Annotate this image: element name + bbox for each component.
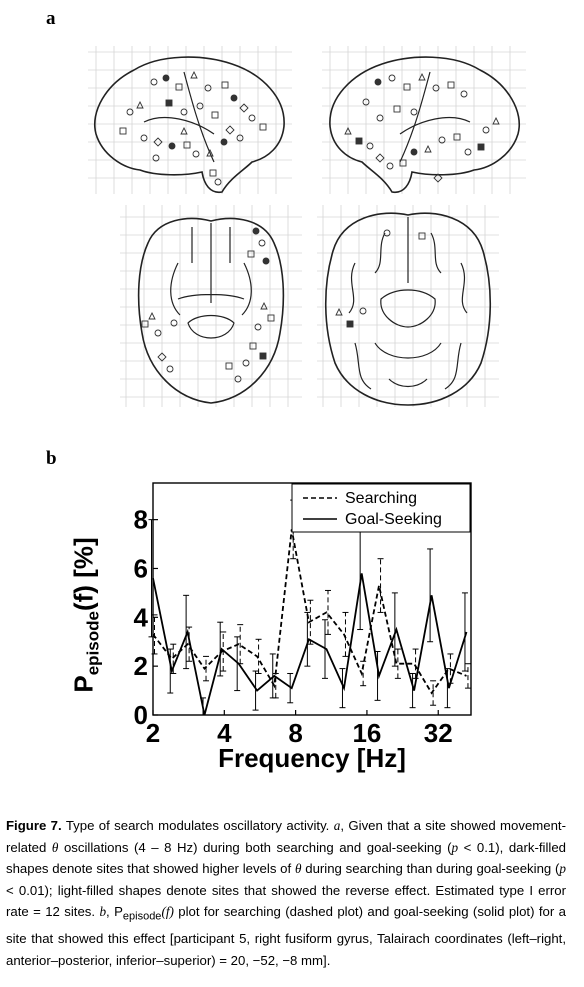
electrode-markers (141, 227, 275, 383)
brain-sulcus (143, 71, 215, 163)
electrode-markers (335, 229, 426, 328)
panel-a-label: a (46, 8, 56, 29)
brain-sulcus (399, 71, 471, 163)
x-tick-label: 8 (288, 718, 302, 748)
electrode-markers (344, 72, 500, 183)
caption-p-symbol: p (559, 861, 567, 876)
electrode-markers (119, 70, 267, 186)
goal-seeking-line (152, 573, 468, 716)
caption-theta-symbol: θ (51, 839, 59, 855)
brain-outline (329, 56, 520, 194)
caption-text: plot for searching (dashed plot) and goa… (6, 904, 566, 968)
y-tick-label: 0 (134, 700, 148, 730)
x-tick-label: 16 (352, 718, 381, 748)
caption-panel-a-ref: a (333, 818, 341, 833)
x-tick-label: 32 (424, 718, 453, 748)
legend: Searching Goal-Seeking (291, 483, 471, 533)
x-axis-ticks: 2 4 8 16 32 (146, 710, 453, 748)
caption-p-symbol: p (451, 839, 459, 855)
brain-outline (324, 212, 492, 406)
brain-outline (137, 217, 285, 404)
caption-panel-b-ref: b (99, 904, 107, 919)
series-searching (151, 499, 471, 706)
x-tick-label: 4 (217, 718, 232, 748)
caption-text: , P (106, 904, 123, 919)
brain-gyri (348, 217, 468, 390)
caption-text: Type of search modulates oscillatory act… (65, 818, 330, 833)
caption-text: during searching than during goal-seekin… (305, 861, 560, 876)
y-tick-label: 8 (134, 505, 148, 535)
panel-b-label: b (46, 448, 57, 469)
caption-text: < 0.01); light-filled shapes denote site… (6, 882, 566, 920)
legend-box (291, 483, 471, 533)
caption-f-symbol: (f) (161, 904, 174, 919)
brain-grid (88, 46, 292, 194)
caption-theta-symbol: θ (294, 861, 302, 876)
brain-lateral-view-right (322, 46, 526, 194)
legend-label-goal-seeking: Goal-Seeking (345, 511, 442, 528)
brain-ventral-view (120, 205, 302, 407)
brain-structure (170, 223, 252, 339)
brain-axial-slice (317, 205, 499, 407)
plot-frame (152, 482, 472, 716)
x-axis-label: Frequency [Hz] (218, 743, 406, 773)
x-tick-label: 2 (146, 718, 160, 748)
searching-line (152, 529, 467, 695)
caption-figure-label: Figure 7. (6, 818, 62, 833)
caption-text: , Given that a site showed movement-rela… (6, 818, 566, 855)
y-tick-label: 2 (134, 651, 148, 681)
figure-caption: Figure 7. Type of search modulates oscil… (6, 815, 566, 971)
caption-text: oscillations (4 – 8 Hz) during both sear… (63, 839, 452, 855)
series-goal-seeking (148, 516, 468, 716)
y-tick-label: 6 (134, 553, 148, 583)
y-tick-label: 4 (134, 602, 149, 632)
brain-lateral-view-left (88, 46, 292, 194)
caption-subscript: episode (122, 910, 162, 923)
legend-label-searching: Searching (345, 490, 417, 507)
y-axis-ticks: 0 2 4 6 8 (134, 505, 158, 730)
caption-text: < 0.1), dark-filled shapes denote sites … (6, 839, 567, 877)
brain-outline (94, 56, 285, 194)
